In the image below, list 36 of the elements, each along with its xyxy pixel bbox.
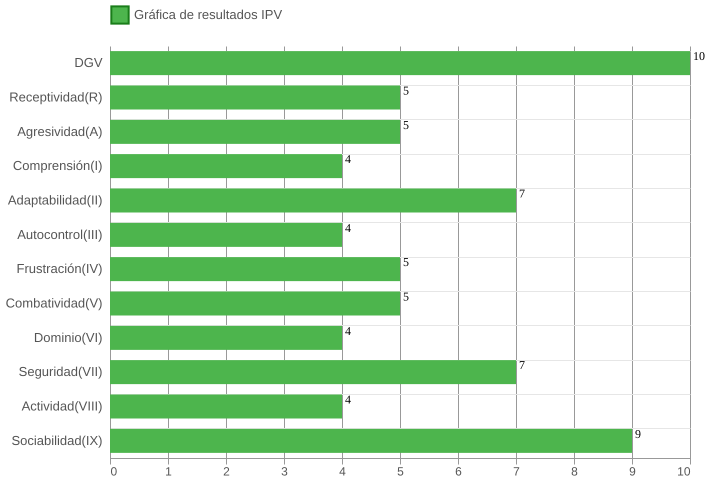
data-label: 4 bbox=[345, 152, 351, 166]
data-label: 4 bbox=[345, 324, 351, 338]
y-tick-label: Combatividad(V) bbox=[6, 296, 102, 310]
x-tick-label: 7 bbox=[513, 464, 520, 478]
y-tick-label: Agresividad(A) bbox=[17, 124, 102, 139]
y-tick-label: Dominio(VI) bbox=[34, 330, 102, 345]
y-tick-label: Frustración(IV) bbox=[16, 261, 102, 276]
y-tick-label: Seguridad(VII) bbox=[18, 364, 102, 380]
x-tick-label: 0 bbox=[110, 464, 118, 478]
x-tick-label: 3 bbox=[281, 464, 288, 478]
y-tick-label: Sociabilidad(IX) bbox=[11, 432, 102, 448]
x-tick-label: 1 bbox=[165, 464, 172, 478]
data-label: 9 bbox=[635, 426, 641, 441]
data-label: 5 bbox=[403, 255, 409, 270]
x-tick-label: 9 bbox=[629, 464, 636, 478]
data-label: 5 bbox=[403, 84, 409, 98]
legend-label: Gráfica de resultados IPV bbox=[134, 7, 282, 22]
y-tick-label: Autocontrol(III) bbox=[17, 226, 102, 242]
x-tick-label: 8 bbox=[571, 464, 578, 478]
y-tick-label: Actividad(VIII) bbox=[22, 398, 102, 414]
y-tick-label: Comprensión(I) bbox=[12, 158, 102, 174]
data-label: 7 bbox=[519, 186, 525, 200]
data-label: 5 bbox=[403, 290, 409, 304]
y-tick-label: DGV bbox=[74, 55, 103, 70]
data-label: 7 bbox=[519, 358, 525, 372]
data-label: 4 bbox=[345, 392, 351, 406]
data-label: 5 bbox=[403, 118, 409, 132]
y-tick-label: Receptividad(R) bbox=[9, 90, 102, 104]
data-label: 10 bbox=[693, 49, 705, 64]
x-tick-label: 5 bbox=[397, 464, 404, 478]
x-tick-label: 6 bbox=[455, 464, 462, 478]
x-tick-label: 4 bbox=[339, 464, 346, 478]
data-label: 4 bbox=[345, 220, 351, 235]
x-tick-label: 10 bbox=[677, 464, 691, 478]
x-tick-label: 2 bbox=[223, 464, 230, 478]
y-tick-label: Adaptabilidad(II) bbox=[8, 192, 102, 208]
